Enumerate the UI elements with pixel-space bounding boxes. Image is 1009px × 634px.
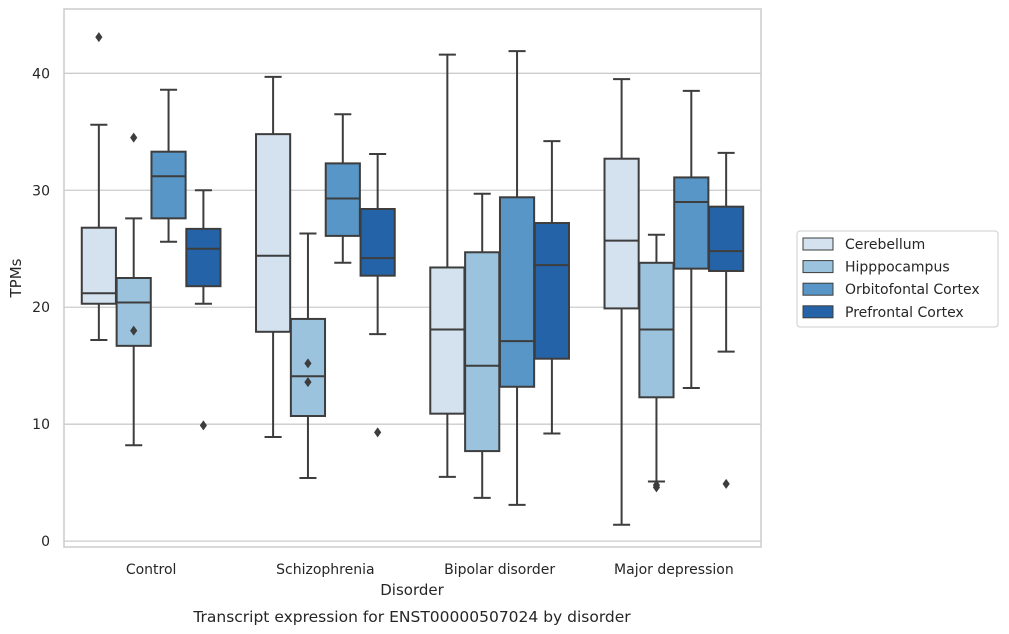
legend-label: Prefrontal Cortex — [845, 305, 964, 321]
iqr-box — [115, 277, 152, 347]
outlier-point — [95, 32, 103, 43]
y-tick-label: 30 — [32, 183, 50, 199]
x-tick-label: Bipolar disorder — [444, 562, 555, 578]
x-tick-label: Major depression — [614, 562, 734, 578]
legend-label: Cerebellum — [845, 237, 925, 253]
x-tick-label: Schizophrenia — [276, 562, 374, 578]
x-tick-label: Control — [126, 562, 177, 578]
box-cerebellum — [603, 78, 640, 526]
legend: Cerebellum Hipppocampus Orbitofontal Corte… — [796, 230, 999, 328]
iqr-box — [464, 251, 501, 453]
y-tick-labels: 0 10 20 30 40 — [32, 66, 50, 550]
iqr-box — [359, 207, 396, 277]
outlier-point — [304, 377, 312, 388]
plot-frame — [63, 8, 762, 548]
box-prefrontal-cortex — [359, 153, 396, 438]
box-cerebellum — [80, 32, 117, 341]
legend-label: Orbitofontal Cortex — [845, 282, 980, 298]
iqr-box — [603, 157, 640, 310]
iqr-box — [150, 150, 187, 220]
outlier-point — [722, 478, 730, 489]
y-tick-label: 0 — [41, 534, 50, 550]
outlier-point — [374, 427, 382, 438]
iqr-box — [80, 226, 117, 305]
box-prefrontal-cortex — [708, 151, 745, 489]
legend-swatch — [802, 260, 834, 274]
legend-swatch — [802, 237, 834, 251]
box-hipppocampus — [289, 232, 327, 479]
box-orbitofontal-cortex — [673, 89, 710, 389]
box-layer — [80, 32, 745, 526]
box-hipppocampus — [638, 233, 675, 493]
box-cerebellum — [429, 53, 466, 478]
iqr-box — [255, 133, 292, 333]
legend-frame — [796, 230, 999, 328]
iqr-box — [185, 227, 222, 288]
y-axis-label: TPMs — [7, 258, 25, 298]
legend-swatch — [802, 282, 834, 296]
box-orbitofontal-cortex — [324, 113, 361, 264]
iqr-box — [324, 162, 361, 237]
iqr-box — [708, 205, 745, 272]
outlier-point — [130, 325, 138, 336]
iqr-box — [533, 222, 570, 360]
box-cerebellum — [255, 75, 292, 439]
outlier-point — [130, 132, 138, 143]
iqr-box — [429, 266, 466, 415]
box-orbitofontal-cortex — [498, 50, 536, 506]
box-prefrontal-cortex — [533, 140, 570, 435]
y-tick-label: 20 — [32, 300, 50, 316]
figure-caption: Transcript expression for ENST0000050702… — [192, 608, 631, 626]
box-hipppocampus — [464, 192, 501, 499]
box-prefrontal-cortex — [185, 189, 222, 431]
y-tick-label: 40 — [32, 66, 50, 82]
y-tick-label: 10 — [32, 417, 50, 433]
iqr-box — [673, 176, 710, 270]
iqr-box — [498, 196, 536, 388]
outlier-point — [304, 358, 312, 369]
box-orbitofontal-cortex — [150, 88, 187, 243]
box-hipppocampus — [115, 132, 152, 447]
outlier-point — [652, 482, 661, 493]
x-axis-label: Disorder — [380, 581, 444, 599]
x-tick-labels: Control Schizophrenia Bipolar disorder Majo… — [126, 562, 734, 578]
legend-label: Hipppocampus — [845, 260, 950, 276]
legend-swatch — [802, 305, 834, 319]
outlier-point — [199, 420, 207, 431]
